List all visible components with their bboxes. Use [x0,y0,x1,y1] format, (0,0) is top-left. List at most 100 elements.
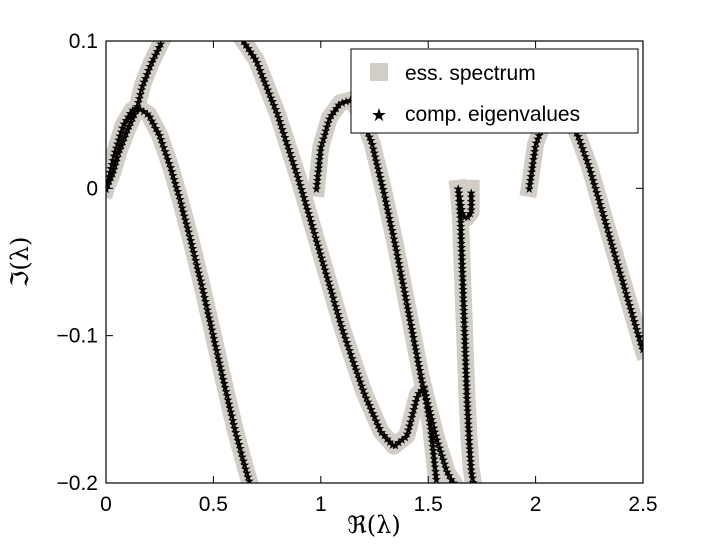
eigenvalue-point: ★ [315,148,326,162]
eigenvalue-point: ★ [435,445,446,459]
eigenvalue-point: ★ [529,149,540,163]
eigenvalue-point: ★ [607,238,618,252]
eigenvalue-point: ★ [461,362,472,376]
eigenvalue-point: ★ [466,203,477,217]
eigenvalue-point: ★ [182,221,193,235]
eigenvalue-point: ★ [636,339,647,353]
eigenvalue-point: ★ [324,279,335,293]
eigenvalue-point: ★ [102,178,113,192]
eigenvalue-point: ★ [390,438,401,452]
eigenvalue-point: ★ [604,230,615,244]
eigenvalue-point: ★ [236,446,247,460]
eigenvalue-point: ★ [193,266,204,280]
eigenvalue-point: ★ [176,197,187,211]
eigenvalue-point: ★ [460,346,471,360]
eigenvalue-point: ★ [424,405,435,419]
eigenvalue-point: ★ [312,178,323,192]
eigenvalue-point: ★ [421,394,432,408]
eigenvalue-point: ★ [179,209,190,223]
eigenvalue-point: ★ [458,291,469,305]
eigenvalue-point: ★ [425,409,436,423]
eigenvalue-point: ★ [461,367,472,381]
eigenvalue-point: ★ [387,224,398,238]
eigenvalue-point: ★ [389,232,400,246]
eigenvalue-point: ★ [412,390,423,404]
eigenvalue-point: ★ [407,327,418,341]
eigenvalue-point: ★ [369,410,380,424]
eigenvalue-point: ★ [115,142,126,156]
eigenvalue-point: ★ [410,395,421,409]
eigenvalue-point: ★ [280,130,291,144]
eigenvalue-point: ★ [424,410,435,424]
eigenvalue-point: ★ [115,129,126,143]
eigenvalue-point: ★ [291,166,302,180]
eigenvalue-point: ★ [139,75,150,89]
eigenvalue-point: ★ [405,314,416,328]
eigenvalue-point: ★ [408,403,419,417]
eigenvalue-point: ★ [426,427,437,441]
eigenvalue-point: ★ [336,320,347,334]
eigenvalue-point: ★ [237,450,248,464]
eigenvalue-point: ★ [392,248,403,262]
eigenvalue-point: ★ [150,121,161,135]
eigenvalue-point: ★ [256,67,267,81]
eigenvalue-point: ★ [312,235,323,249]
eigenvalue-point: ★ [238,35,249,49]
eigenvalue-point: ★ [407,323,418,337]
eigenvalue-point: ★ [381,199,392,213]
eigenvalue-point: ★ [201,299,212,313]
eigenvalue-point: ★ [433,437,444,451]
eigenvalue-point: ★ [302,203,313,217]
eigenvalue-point: ★ [618,278,629,292]
eigenvalue-point: ★ [337,96,348,110]
eigenvalue-point: ★ [591,186,602,200]
eigenvalue-point: ★ [458,304,469,318]
eigenvalue-point: ★ [464,438,475,452]
eigenvalue-point: ★ [425,418,436,432]
eigenvalue-point: ★ [627,306,638,320]
eigenvalue-point: ★ [460,333,471,347]
eigenvalue-point: ★ [527,161,538,175]
eigenvalue-point: ★ [456,228,467,242]
eigenvalue-point: ★ [164,157,175,171]
eigenvalue-point: ★ [314,243,325,257]
eigenvalue-point: ★ [468,475,479,489]
eigenvalue-point: ★ [155,37,166,51]
eigenvalue-point: ★ [364,399,375,413]
eigenvalue-point: ★ [465,450,476,464]
eigenvalue-point: ★ [526,169,537,183]
eigenvalue-point: ★ [135,87,146,101]
eigenvalue-point: ★ [466,186,477,200]
eigenvalue-point: ★ [354,371,365,385]
eigenvalue-point: ★ [335,315,346,329]
eigenvalue-point: ★ [183,225,194,239]
eigenvalue-point: ★ [606,234,617,248]
eigenvalue-point: ★ [170,177,181,191]
eigenvalue-point: ★ [293,170,304,184]
eigenvalue-point: ★ [601,218,612,232]
eigenvalue-point: ★ [104,170,115,184]
eigenvalue-point: ★ [417,376,428,390]
eigenvalue-point: ★ [175,193,186,207]
eigenvalue-point: ★ [294,174,305,188]
eigenvalue-point: ★ [171,181,182,195]
eigenvalue-point: ★ [205,315,216,329]
eigenvalue-point: ★ [574,134,585,148]
eigenvalue-point: ★ [620,282,631,296]
eigenvalue-point: ★ [255,63,266,77]
eigenvalue-point: ★ [403,302,414,316]
eigenvalue-point: ★ [316,140,327,154]
eigenvalue-point: ★ [259,75,270,89]
eigenvalue-point: ★ [418,380,429,394]
eigenvalue-point: ★ [289,158,300,172]
eigenvalue-point: ★ [615,266,626,280]
eigenvalue-point: ★ [527,157,538,171]
eigenvalue-point: ★ [458,295,469,309]
eigenvalue-point: ★ [313,161,324,175]
eigenvalue-point: ★ [428,444,439,458]
eigenvalue-point: ★ [219,377,230,391]
eigenvalue-point: ★ [624,298,635,312]
eigenvalue-point: ★ [462,210,473,224]
eigenvalue-point: ★ [287,154,298,168]
eigenvalue-point: ★ [239,458,250,472]
